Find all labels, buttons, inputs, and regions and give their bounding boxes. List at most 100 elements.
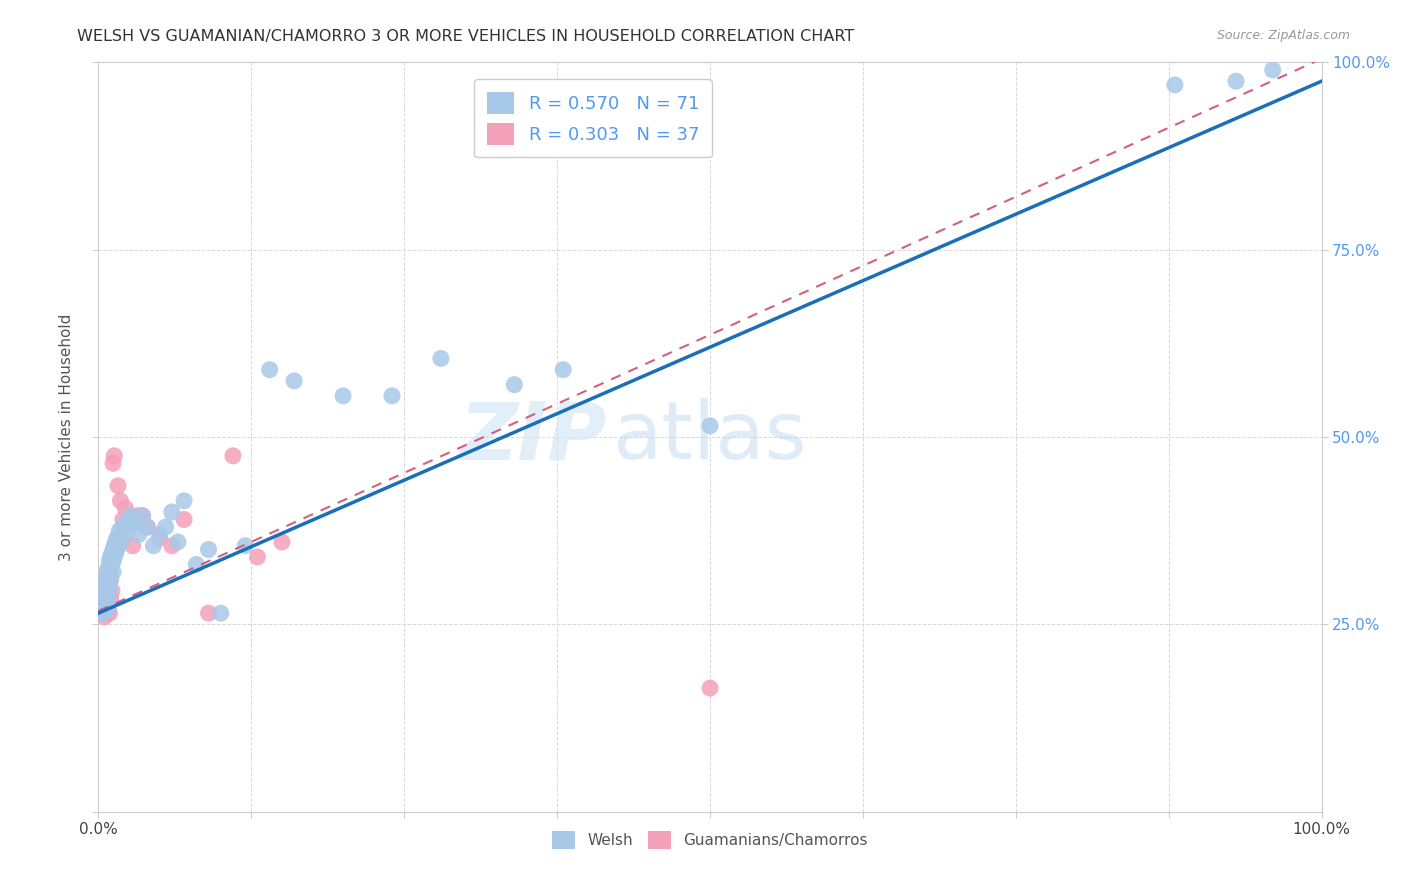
Point bbox=[699, 418, 721, 433]
Point bbox=[503, 377, 526, 392]
Point bbox=[105, 535, 128, 549]
Point bbox=[127, 508, 149, 523]
Point bbox=[96, 568, 118, 582]
Point bbox=[110, 527, 132, 541]
Point bbox=[103, 549, 125, 564]
Point bbox=[93, 576, 115, 591]
Point bbox=[96, 583, 118, 598]
Point bbox=[101, 546, 124, 560]
Point bbox=[270, 535, 294, 549]
Point bbox=[107, 539, 129, 553]
Point bbox=[142, 539, 165, 553]
Point bbox=[96, 602, 118, 616]
Point bbox=[91, 591, 114, 606]
Text: Source: ZipAtlas.com: Source: ZipAtlas.com bbox=[1216, 29, 1350, 42]
Point bbox=[91, 580, 114, 594]
Point bbox=[100, 549, 122, 564]
Point bbox=[553, 362, 575, 376]
Point bbox=[105, 531, 128, 545]
Point bbox=[97, 591, 120, 606]
Point bbox=[94, 580, 117, 594]
Point bbox=[111, 520, 134, 534]
Point bbox=[155, 520, 177, 534]
Point bbox=[121, 512, 143, 526]
Point bbox=[149, 531, 172, 545]
Point bbox=[114, 501, 136, 516]
Point bbox=[124, 516, 146, 531]
Point bbox=[114, 516, 136, 531]
Point bbox=[96, 565, 118, 579]
Point bbox=[100, 561, 122, 575]
Point bbox=[93, 610, 115, 624]
Point bbox=[160, 505, 183, 519]
Point bbox=[93, 576, 115, 591]
Point bbox=[91, 583, 114, 598]
Text: WELSH VS GUAMANIAN/CHAMORRO 3 OR MORE VEHICLES IN HOUSEHOLD CORRELATION CHART: WELSH VS GUAMANIAN/CHAMORRO 3 OR MORE VE… bbox=[77, 29, 855, 44]
Point bbox=[100, 573, 122, 587]
Point bbox=[91, 583, 114, 598]
Point bbox=[101, 542, 124, 557]
Text: ZIP: ZIP bbox=[458, 398, 606, 476]
Point bbox=[430, 351, 453, 366]
Point bbox=[118, 508, 141, 523]
Point bbox=[98, 565, 121, 579]
Point bbox=[117, 524, 139, 538]
Point bbox=[160, 539, 183, 553]
Point bbox=[1225, 74, 1247, 88]
Point bbox=[91, 591, 114, 606]
Point bbox=[136, 520, 159, 534]
Point bbox=[93, 595, 115, 609]
Point bbox=[1164, 78, 1187, 92]
Point bbox=[97, 561, 120, 575]
Point bbox=[98, 554, 121, 568]
Point bbox=[111, 535, 134, 549]
Point bbox=[108, 524, 131, 538]
Point bbox=[136, 520, 159, 534]
Point bbox=[98, 580, 121, 594]
Point bbox=[167, 535, 190, 549]
Point bbox=[121, 539, 143, 553]
Point bbox=[97, 583, 120, 598]
Point bbox=[94, 587, 117, 601]
Point bbox=[186, 558, 208, 572]
Point bbox=[110, 493, 132, 508]
Point bbox=[173, 512, 195, 526]
Point bbox=[209, 606, 232, 620]
Point bbox=[173, 493, 195, 508]
Point bbox=[197, 606, 219, 620]
Point bbox=[94, 573, 117, 587]
Point bbox=[91, 602, 114, 616]
Point bbox=[699, 681, 721, 695]
Point bbox=[97, 583, 120, 598]
Point bbox=[101, 554, 124, 568]
Point bbox=[100, 591, 122, 606]
Point bbox=[94, 573, 117, 587]
Point bbox=[1261, 62, 1284, 77]
Point bbox=[197, 542, 219, 557]
Point bbox=[283, 374, 305, 388]
Point bbox=[381, 389, 404, 403]
Point bbox=[131, 508, 153, 523]
Point bbox=[90, 587, 112, 601]
Point bbox=[91, 602, 114, 616]
Point bbox=[131, 508, 153, 523]
Point bbox=[149, 527, 172, 541]
Point bbox=[101, 456, 124, 470]
Point bbox=[96, 573, 118, 587]
Point bbox=[246, 549, 269, 564]
Point bbox=[104, 546, 127, 560]
Point bbox=[128, 527, 150, 541]
Point bbox=[101, 558, 124, 572]
Point bbox=[259, 362, 281, 376]
Point bbox=[97, 602, 120, 616]
Point bbox=[91, 595, 114, 609]
Point bbox=[101, 565, 124, 579]
Point bbox=[332, 389, 354, 403]
Point bbox=[104, 535, 127, 549]
Point bbox=[100, 573, 122, 587]
Text: atlas: atlas bbox=[612, 398, 807, 476]
Point bbox=[103, 539, 125, 553]
Point bbox=[222, 449, 245, 463]
Point bbox=[105, 542, 128, 557]
Point bbox=[94, 591, 117, 606]
